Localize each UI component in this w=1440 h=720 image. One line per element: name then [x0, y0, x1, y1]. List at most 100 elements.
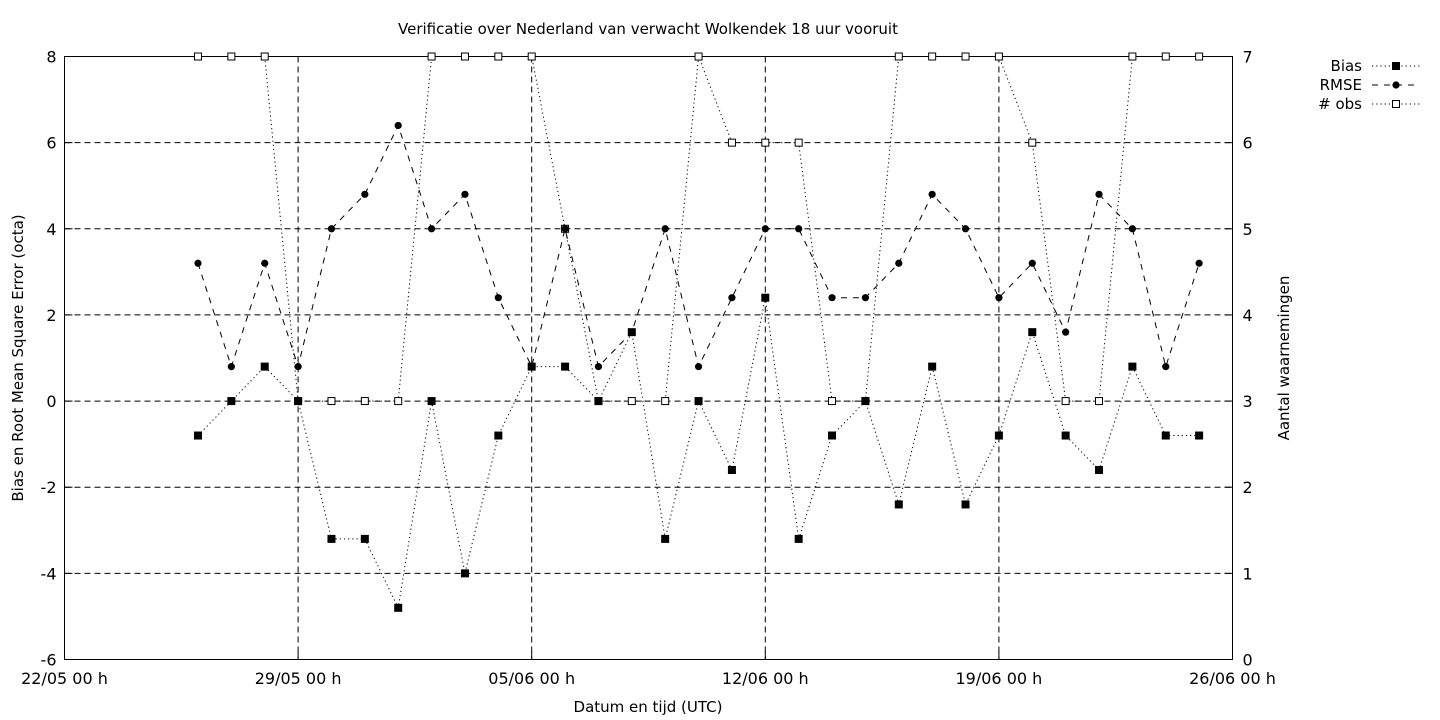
data-point-bias — [661, 534, 670, 543]
data-point-bias — [794, 534, 803, 543]
data-point-rmse — [961, 225, 970, 233]
y2-tick-label: 1 — [1243, 564, 1253, 583]
data-point-obs — [327, 397, 336, 406]
series-rmse — [194, 121, 1203, 371]
data-point-bias — [1095, 465, 1104, 474]
data-point-bias — [294, 397, 303, 406]
data-point-rmse — [861, 294, 870, 302]
data-point-obs — [1028, 138, 1037, 147]
data-point-rmse — [795, 225, 803, 233]
data-point-obs — [427, 52, 436, 61]
data-point-bias — [1161, 431, 1170, 440]
data-point-obs — [627, 397, 636, 406]
series-line-rmse — [197, 124, 1200, 369]
data-point-obs — [227, 52, 236, 61]
data-point-obs — [394, 397, 403, 406]
y-tick-label: 0 — [46, 392, 56, 411]
data-point-rmse — [494, 294, 502, 302]
data-series — [193, 52, 1204, 612]
chart-title: Verificatie over Nederland van verwacht … — [398, 20, 898, 38]
data-point-obs — [894, 52, 903, 61]
data-point-rmse — [261, 259, 269, 267]
data-point-bias — [761, 293, 770, 302]
data-point-rmse — [995, 294, 1003, 302]
data-point-bias — [327, 534, 336, 543]
data-point-bias — [1028, 328, 1037, 337]
y2-axis-label: Aantal waarnemingen — [1275, 276, 1293, 441]
data-point-rmse — [828, 294, 836, 302]
data-point-obs — [1128, 52, 1137, 61]
data-point-bias — [427, 397, 436, 406]
y2-tick-label: 5 — [1243, 220, 1253, 239]
data-point-bias — [1128, 362, 1137, 371]
series-bias — [193, 293, 1204, 612]
x-tick-label: 26/06 00 h — [1189, 669, 1276, 688]
data-point-rmse — [594, 363, 603, 371]
data-point-rmse — [427, 225, 436, 233]
data-point-rmse — [928, 190, 936, 198]
data-point-rmse — [694, 363, 703, 371]
y2-tick-label: 6 — [1243, 134, 1253, 153]
data-point-rmse — [895, 259, 903, 267]
y2-tick-label: 2 — [1243, 478, 1253, 497]
data-point-bias — [460, 569, 469, 578]
data-point-bias — [394, 603, 403, 612]
data-point-bias — [861, 397, 870, 406]
data-point-rmse — [1162, 363, 1170, 371]
data-point-rmse — [461, 190, 469, 198]
x-tick-label: 19/06 00 h — [956, 669, 1043, 688]
data-point-bias — [994, 431, 1003, 440]
data-point-rmse — [1095, 190, 1103, 198]
data-point-rmse — [227, 363, 235, 371]
data-point-bias — [894, 500, 903, 509]
data-point-obs — [828, 397, 837, 406]
y-tick-label: 4 — [46, 220, 56, 239]
x-tick-label: 22/05 00 h — [21, 669, 108, 688]
data-point-rmse — [628, 328, 636, 336]
y2-tick-label: 7 — [1243, 48, 1253, 67]
x-axis-label: Datum en tijd (UTC) — [574, 698, 723, 716]
data-point-bias — [227, 397, 236, 406]
grid-lines — [64, 56, 1233, 660]
data-point-rmse — [194, 259, 202, 267]
y-tick-label: 8 — [46, 48, 56, 67]
data-point-rmse — [361, 190, 369, 198]
data-point-obs — [193, 52, 202, 61]
data-point-obs — [761, 138, 770, 147]
data-point-bias — [260, 362, 269, 371]
legend-label-rmse: RMSE — [1320, 76, 1362, 94]
data-point-rmse — [661, 225, 669, 233]
y2-tick-label: 4 — [1243, 306, 1253, 325]
data-point-bias — [694, 397, 703, 406]
data-point-rmse — [761, 225, 769, 233]
y-tick-label: -4 — [41, 564, 57, 583]
data-point-bias — [594, 397, 603, 406]
x-tick-label: 29/05 00 h — [255, 669, 342, 688]
data-point-obs — [1161, 52, 1170, 61]
data-point-rmse — [1062, 328, 1070, 336]
y-tick-label: -6 — [41, 651, 57, 670]
data-point-bias — [494, 431, 503, 440]
data-point-rmse — [728, 294, 736, 302]
data-point-rmse — [561, 225, 569, 233]
data-point-obs — [494, 52, 503, 61]
data-point-bias — [961, 500, 970, 509]
data-point-rmse — [1195, 259, 1203, 267]
x-tick-label: 12/06 00 h — [722, 669, 809, 688]
data-point-obs — [1095, 397, 1104, 406]
data-point-obs — [260, 52, 269, 61]
y-tick-label: 6 — [46, 134, 56, 153]
legend-marker-rmse — [1392, 81, 1400, 89]
data-point-obs — [961, 52, 970, 61]
data-point-obs — [661, 397, 670, 406]
data-point-obs — [727, 138, 736, 147]
data-point-obs — [527, 52, 536, 61]
legend-label-obs: # obs — [1318, 95, 1362, 113]
legend-marker-bias — [1392, 62, 1400, 70]
data-point-obs — [1061, 397, 1070, 406]
x-tick-label: 05/06 00 h — [488, 669, 575, 688]
data-point-obs — [1195, 52, 1204, 61]
data-point-obs — [928, 52, 937, 61]
